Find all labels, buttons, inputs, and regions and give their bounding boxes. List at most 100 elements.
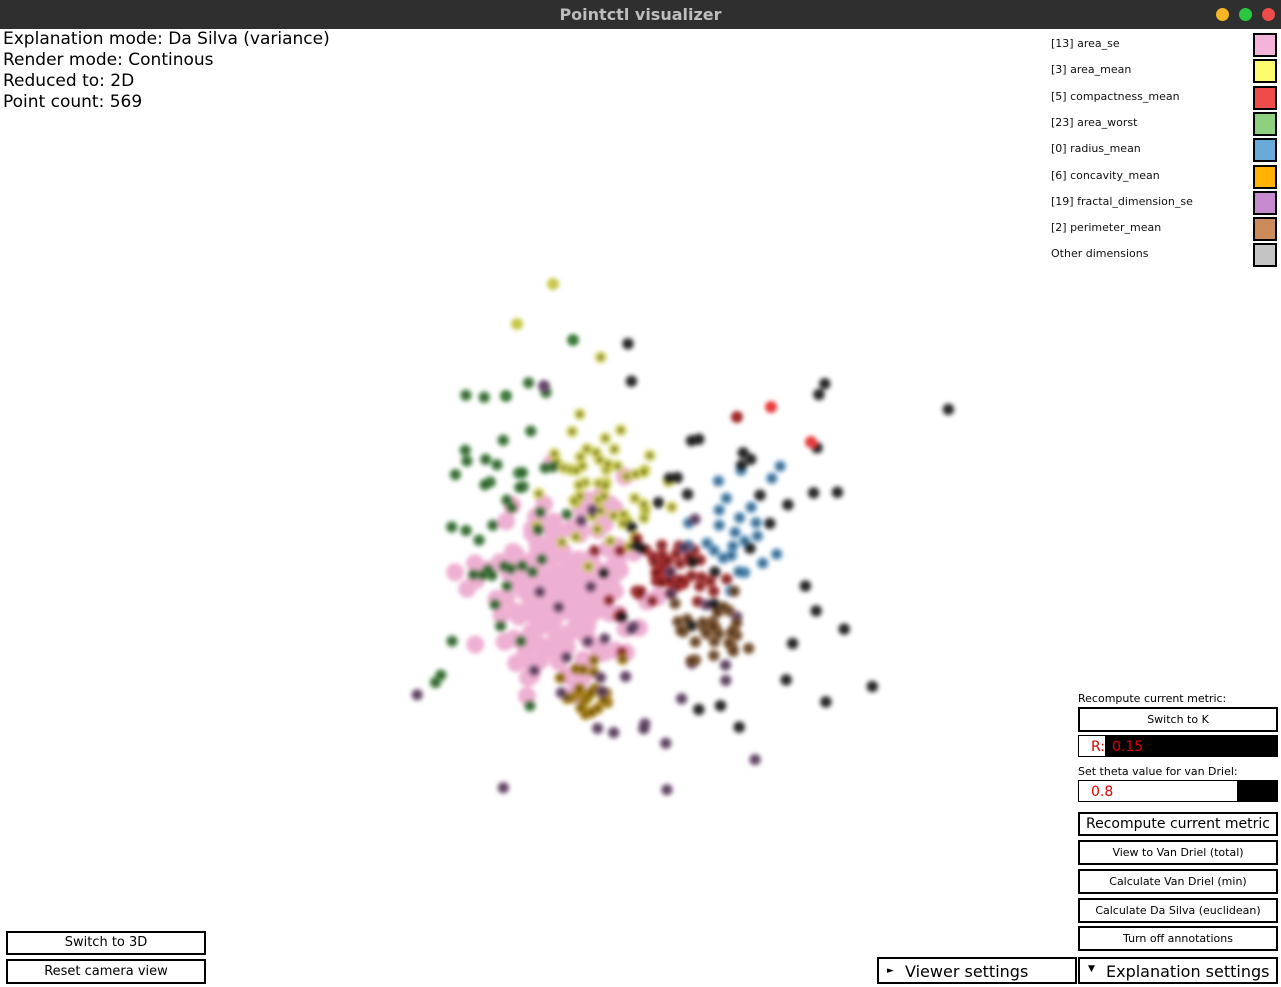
scatter-point-core xyxy=(626,341,630,346)
scatter-point xyxy=(510,607,529,626)
theta-value-field[interactable]: 0.8 xyxy=(1078,780,1278,802)
scatter-point-core xyxy=(632,496,637,501)
reduced-to-text: Reduced to: 2D xyxy=(3,71,135,91)
legend-swatch xyxy=(1253,59,1277,84)
scatter-point xyxy=(511,318,523,330)
switch-to-3d-button[interactable]: Switch to 3D xyxy=(6,931,206,955)
viewer-settings-label: Viewer settings xyxy=(905,962,1029,981)
scatter-point xyxy=(731,411,743,423)
scatter-point-core xyxy=(654,570,659,575)
scatter-point-core xyxy=(822,381,827,386)
scatter-point-core xyxy=(689,658,694,663)
scatter-point-core xyxy=(578,705,583,710)
legend-label: [19] fractal_dimension_se xyxy=(1051,194,1193,208)
scatter-point xyxy=(523,598,542,617)
scatter-point-core xyxy=(767,521,772,526)
scatter-point xyxy=(538,380,550,392)
scatter-point-core xyxy=(689,623,694,628)
scatter-point-core xyxy=(527,703,532,708)
legend-label: [23] area_worst xyxy=(1051,115,1138,129)
scatter-point-core xyxy=(539,557,544,562)
scatter-point-core xyxy=(608,538,613,543)
scatter-point-core xyxy=(717,523,722,528)
scatter-point-core xyxy=(612,447,617,452)
legend-label: [2] perimeter_mean xyxy=(1051,221,1162,235)
scatter-point-core xyxy=(629,627,634,632)
scatter-point-core xyxy=(641,726,646,731)
scatter-point-core xyxy=(588,690,593,695)
legend-swatch xyxy=(1253,217,1277,242)
viewer-settings-tab[interactable]: ► Viewer settings xyxy=(877,957,1077,984)
scatter-point-core xyxy=(600,689,605,694)
scatter-point-core xyxy=(685,492,690,497)
view-van-driel-total-button[interactable]: View to Van Driel (total) xyxy=(1078,840,1278,865)
scatter-point-core xyxy=(674,551,679,556)
window-title: Pointctl visualizer xyxy=(559,5,722,24)
scatter-point-core xyxy=(629,525,634,529)
scatter-point-core xyxy=(690,559,695,564)
scatter-point-core xyxy=(724,496,729,501)
scatter-point-core xyxy=(556,605,561,610)
scatter-point-core xyxy=(538,510,543,515)
scatter-point-core xyxy=(726,640,731,645)
scatter-point-core xyxy=(711,624,716,629)
scatter-point-core xyxy=(711,589,716,594)
scatter-point-core xyxy=(603,483,608,488)
scatter-point-core xyxy=(769,476,774,481)
scatter-point-core xyxy=(675,475,680,480)
explanation-settings-tab[interactable]: ▼ Explanation settings xyxy=(1078,957,1278,984)
scatter-point-core xyxy=(746,646,751,651)
calculate-van-driel-min-button[interactable]: Calculate Van Driel (min) xyxy=(1078,869,1278,894)
scatter-point-core xyxy=(537,589,542,594)
visualizer-canvas[interactable]: Explanation mode: Da Silva (variance) Re… xyxy=(0,29,1281,987)
scatter-point-core xyxy=(433,680,438,685)
scatter-point-core xyxy=(689,438,694,443)
scatter-point-core xyxy=(620,657,625,662)
scatter-point-core xyxy=(589,710,594,715)
scatter-point-core xyxy=(532,668,537,673)
calculate-da-silva-euclidean-button[interactable]: Calculate Da Silva (euclidean) xyxy=(1078,898,1278,923)
legend-label: [6] concavity_mean xyxy=(1051,168,1160,182)
scatter-point-core xyxy=(595,726,600,731)
scatter-point-core xyxy=(699,575,704,580)
scatter-point-core xyxy=(811,490,816,495)
scatter-point-core xyxy=(774,552,779,557)
scatter-point-core xyxy=(682,546,687,550)
legend-item: [19] fractal_dimension_se xyxy=(1051,190,1277,215)
scatter-point-core xyxy=(704,602,709,607)
scatter-point-core xyxy=(635,536,639,541)
turn-off-annotations-button[interactable]: Turn off annotations xyxy=(1078,926,1278,951)
close-button[interactable] xyxy=(1262,8,1275,21)
reset-camera-view-button[interactable]: Reset camera view xyxy=(6,959,206,984)
scatter-point-core xyxy=(619,615,624,620)
scatter-point-core xyxy=(700,620,705,625)
legend-swatch xyxy=(1253,164,1277,189)
scatter-point-core xyxy=(598,675,603,680)
scatter-point-core xyxy=(668,569,673,574)
scatter-point-core xyxy=(517,485,522,490)
minimize-button[interactable] xyxy=(1216,8,1229,21)
scatter-point-core xyxy=(712,601,716,606)
switch-to-k-button[interactable]: Switch to K xyxy=(1078,707,1278,732)
scatter-point-core xyxy=(598,508,603,513)
scatter-point-core xyxy=(518,639,523,644)
scatter-plot[interactable] xyxy=(0,29,1281,987)
point-count-text: Point count: 569 xyxy=(3,92,143,112)
scatter-point-core xyxy=(508,566,513,571)
scatter-point-core xyxy=(676,619,680,624)
scatter-point-core xyxy=(505,584,510,589)
scatter-point-core xyxy=(754,520,759,525)
r-value-field[interactable]: R: 0.15 xyxy=(1078,735,1278,757)
scatter-point-core xyxy=(588,584,593,589)
recompute-metric-button[interactable]: Recompute current metric xyxy=(1078,812,1278,836)
scatter-point-core xyxy=(611,730,616,735)
scatter-point-core xyxy=(647,453,652,458)
legend-item: [6] concavity_mean xyxy=(1051,164,1277,189)
scatter-point-core xyxy=(946,407,951,412)
scatter-point-core xyxy=(493,602,498,607)
maximize-button[interactable] xyxy=(1239,8,1252,21)
scatter-point-core xyxy=(679,696,684,701)
scatter-point-core xyxy=(415,692,420,697)
scatter-point-core xyxy=(564,512,569,517)
collapsed-arrow-icon: ► xyxy=(887,966,894,976)
